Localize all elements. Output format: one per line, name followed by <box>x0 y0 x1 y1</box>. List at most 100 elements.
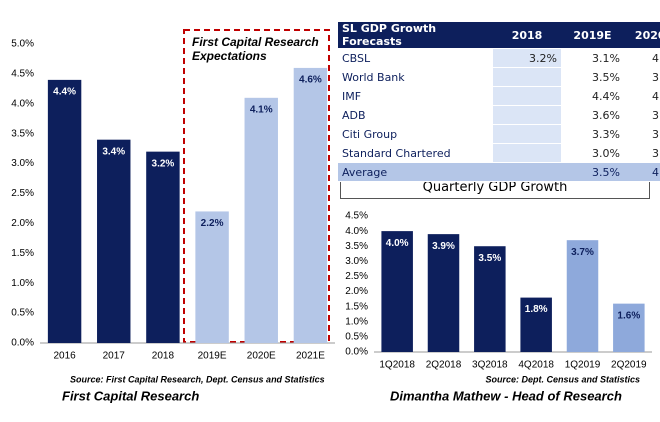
y-tick-label: 1.5% <box>11 248 34 259</box>
y-tick-label: 2.5% <box>11 188 34 199</box>
value-label: 3.9% <box>432 241 455 252</box>
table-row: ADB 3.6%3.8% <box>338 105 660 125</box>
value-label: 1.6% <box>617 310 640 321</box>
annotation: First Capital Research Expectations <box>192 35 319 63</box>
bar <box>293 67 328 344</box>
y-tick-label: 0.5% <box>11 308 34 319</box>
empty-cell <box>493 86 561 106</box>
table-row: IMF 4.4%4.8% <box>338 86 660 106</box>
y-tick-label: 4.0% <box>11 98 34 109</box>
cell: 3.5% <box>561 67 624 87</box>
value-label: 4.0% <box>386 238 409 249</box>
empty-cell <box>493 143 561 163</box>
x-tick-label: 1Q2019 <box>565 360 601 371</box>
header-cell: SL GDP Growth Forecasts <box>338 22 493 49</box>
cell: 3.2% <box>493 48 561 68</box>
x-tick-label: 2019E <box>198 351 227 362</box>
table-row: World Bank 3.5%3.6% <box>338 67 660 87</box>
header-cell: 2020E <box>624 22 660 49</box>
header-cell: 2018 <box>493 22 561 49</box>
y-tick-label: 1.0% <box>11 278 34 289</box>
value-label: 3.7% <box>571 247 594 258</box>
cell: ADB <box>338 105 493 125</box>
value-label: 2.2% <box>201 218 224 229</box>
value-label: 4.6% <box>299 75 322 86</box>
cell: 3.6% <box>624 124 660 144</box>
cell: World Bank <box>338 67 493 87</box>
y-tick-label: 3.0% <box>345 256 368 267</box>
value-label: 4.1% <box>250 104 273 115</box>
cell: 3.5% <box>561 162 624 182</box>
value-label: 1.8% <box>525 304 548 315</box>
cell: 4.8% <box>624 86 660 106</box>
y-tick-label: 4.5% <box>11 69 34 80</box>
cell: 3.0% <box>561 143 624 163</box>
y-tick-label: 1.5% <box>345 301 368 312</box>
source: Source: Dept. Census and Statistics <box>485 374 640 384</box>
x-tick-label: 2021E <box>296 351 325 362</box>
cell: Standard Chartered <box>338 143 493 163</box>
x-tick-label: 2020E <box>247 351 276 362</box>
bar <box>47 79 82 343</box>
x-tick-label: 4Q2018 <box>518 360 554 371</box>
empty-cell <box>493 162 561 182</box>
x-tick-label: 2017 <box>103 351 126 362</box>
cell: 3.6% <box>561 105 624 125</box>
y-tick-label: 0.0% <box>11 338 34 349</box>
forecast-box <box>183 29 330 343</box>
empty-cell <box>493 67 561 87</box>
y-tick-label: 1.0% <box>345 316 368 327</box>
x-tick-label: 1Q2018 <box>379 360 415 371</box>
bar <box>427 234 460 352</box>
bar <box>520 297 552 352</box>
x-tick-label: 2016 <box>53 351 76 362</box>
y-tick-label: 3.0% <box>11 158 34 169</box>
table-row: Average 3.5%4.0% <box>338 162 660 182</box>
cell: 3.8% <box>624 105 660 125</box>
cell: 4.0% <box>624 162 660 182</box>
cell: 3.3% <box>561 124 624 144</box>
y-tick-label: 0.5% <box>345 332 368 343</box>
bar <box>97 139 131 343</box>
value-label: 4.4% <box>53 87 76 98</box>
cell: 3.1% <box>561 48 624 68</box>
credit: First Capital Research <box>62 388 199 403</box>
bar <box>381 231 413 352</box>
x-tick-label: 2018 <box>152 351 175 362</box>
cell: Citi Group <box>338 124 493 144</box>
cell: 4.5% <box>624 48 660 68</box>
y-tick-label: 2.5% <box>345 271 368 282</box>
forecast-table: SL GDP Growth Forecasts20182019E2020ECBS… <box>338 22 660 182</box>
empty-cell <box>493 105 561 125</box>
bar <box>474 246 506 352</box>
bar <box>146 151 180 343</box>
y-tick-label: 4.0% <box>345 226 368 237</box>
cell: 3.6% <box>624 67 660 87</box>
value-label: 3.2% <box>152 158 175 169</box>
y-tick-label: 3.5% <box>11 128 34 139</box>
y-tick-label: 0.0% <box>345 347 368 358</box>
y-tick-label: 5.0% <box>11 39 34 50</box>
y-tick-label: 3.5% <box>345 241 368 252</box>
x-tick-label: 2Q2018 <box>426 360 462 371</box>
credit: Dimantha Mathew - Head of Research <box>390 388 622 403</box>
source: Source: First Capital Research, Dept. Ce… <box>70 374 325 384</box>
bar <box>566 240 599 352</box>
bar <box>195 211 229 343</box>
y-tick-label: 2.0% <box>345 286 368 297</box>
cell: CBSL <box>338 48 493 68</box>
y-tick-label: 2.0% <box>11 218 34 229</box>
table-row: Standard Chartered 3.0%3.6% <box>338 143 660 163</box>
cell: 4.4% <box>561 86 624 106</box>
table-row: Citi Group 3.3%3.6% <box>338 124 660 144</box>
cell: IMF <box>338 86 493 106</box>
y-tick-label: 4.5% <box>345 211 368 222</box>
header-cell: 2019E <box>561 22 624 49</box>
header-row: SL GDP Growth Forecasts20182019E2020E <box>338 22 660 49</box>
value-label: 3.5% <box>478 253 501 264</box>
cell: Average <box>338 162 493 182</box>
bar <box>244 97 278 343</box>
